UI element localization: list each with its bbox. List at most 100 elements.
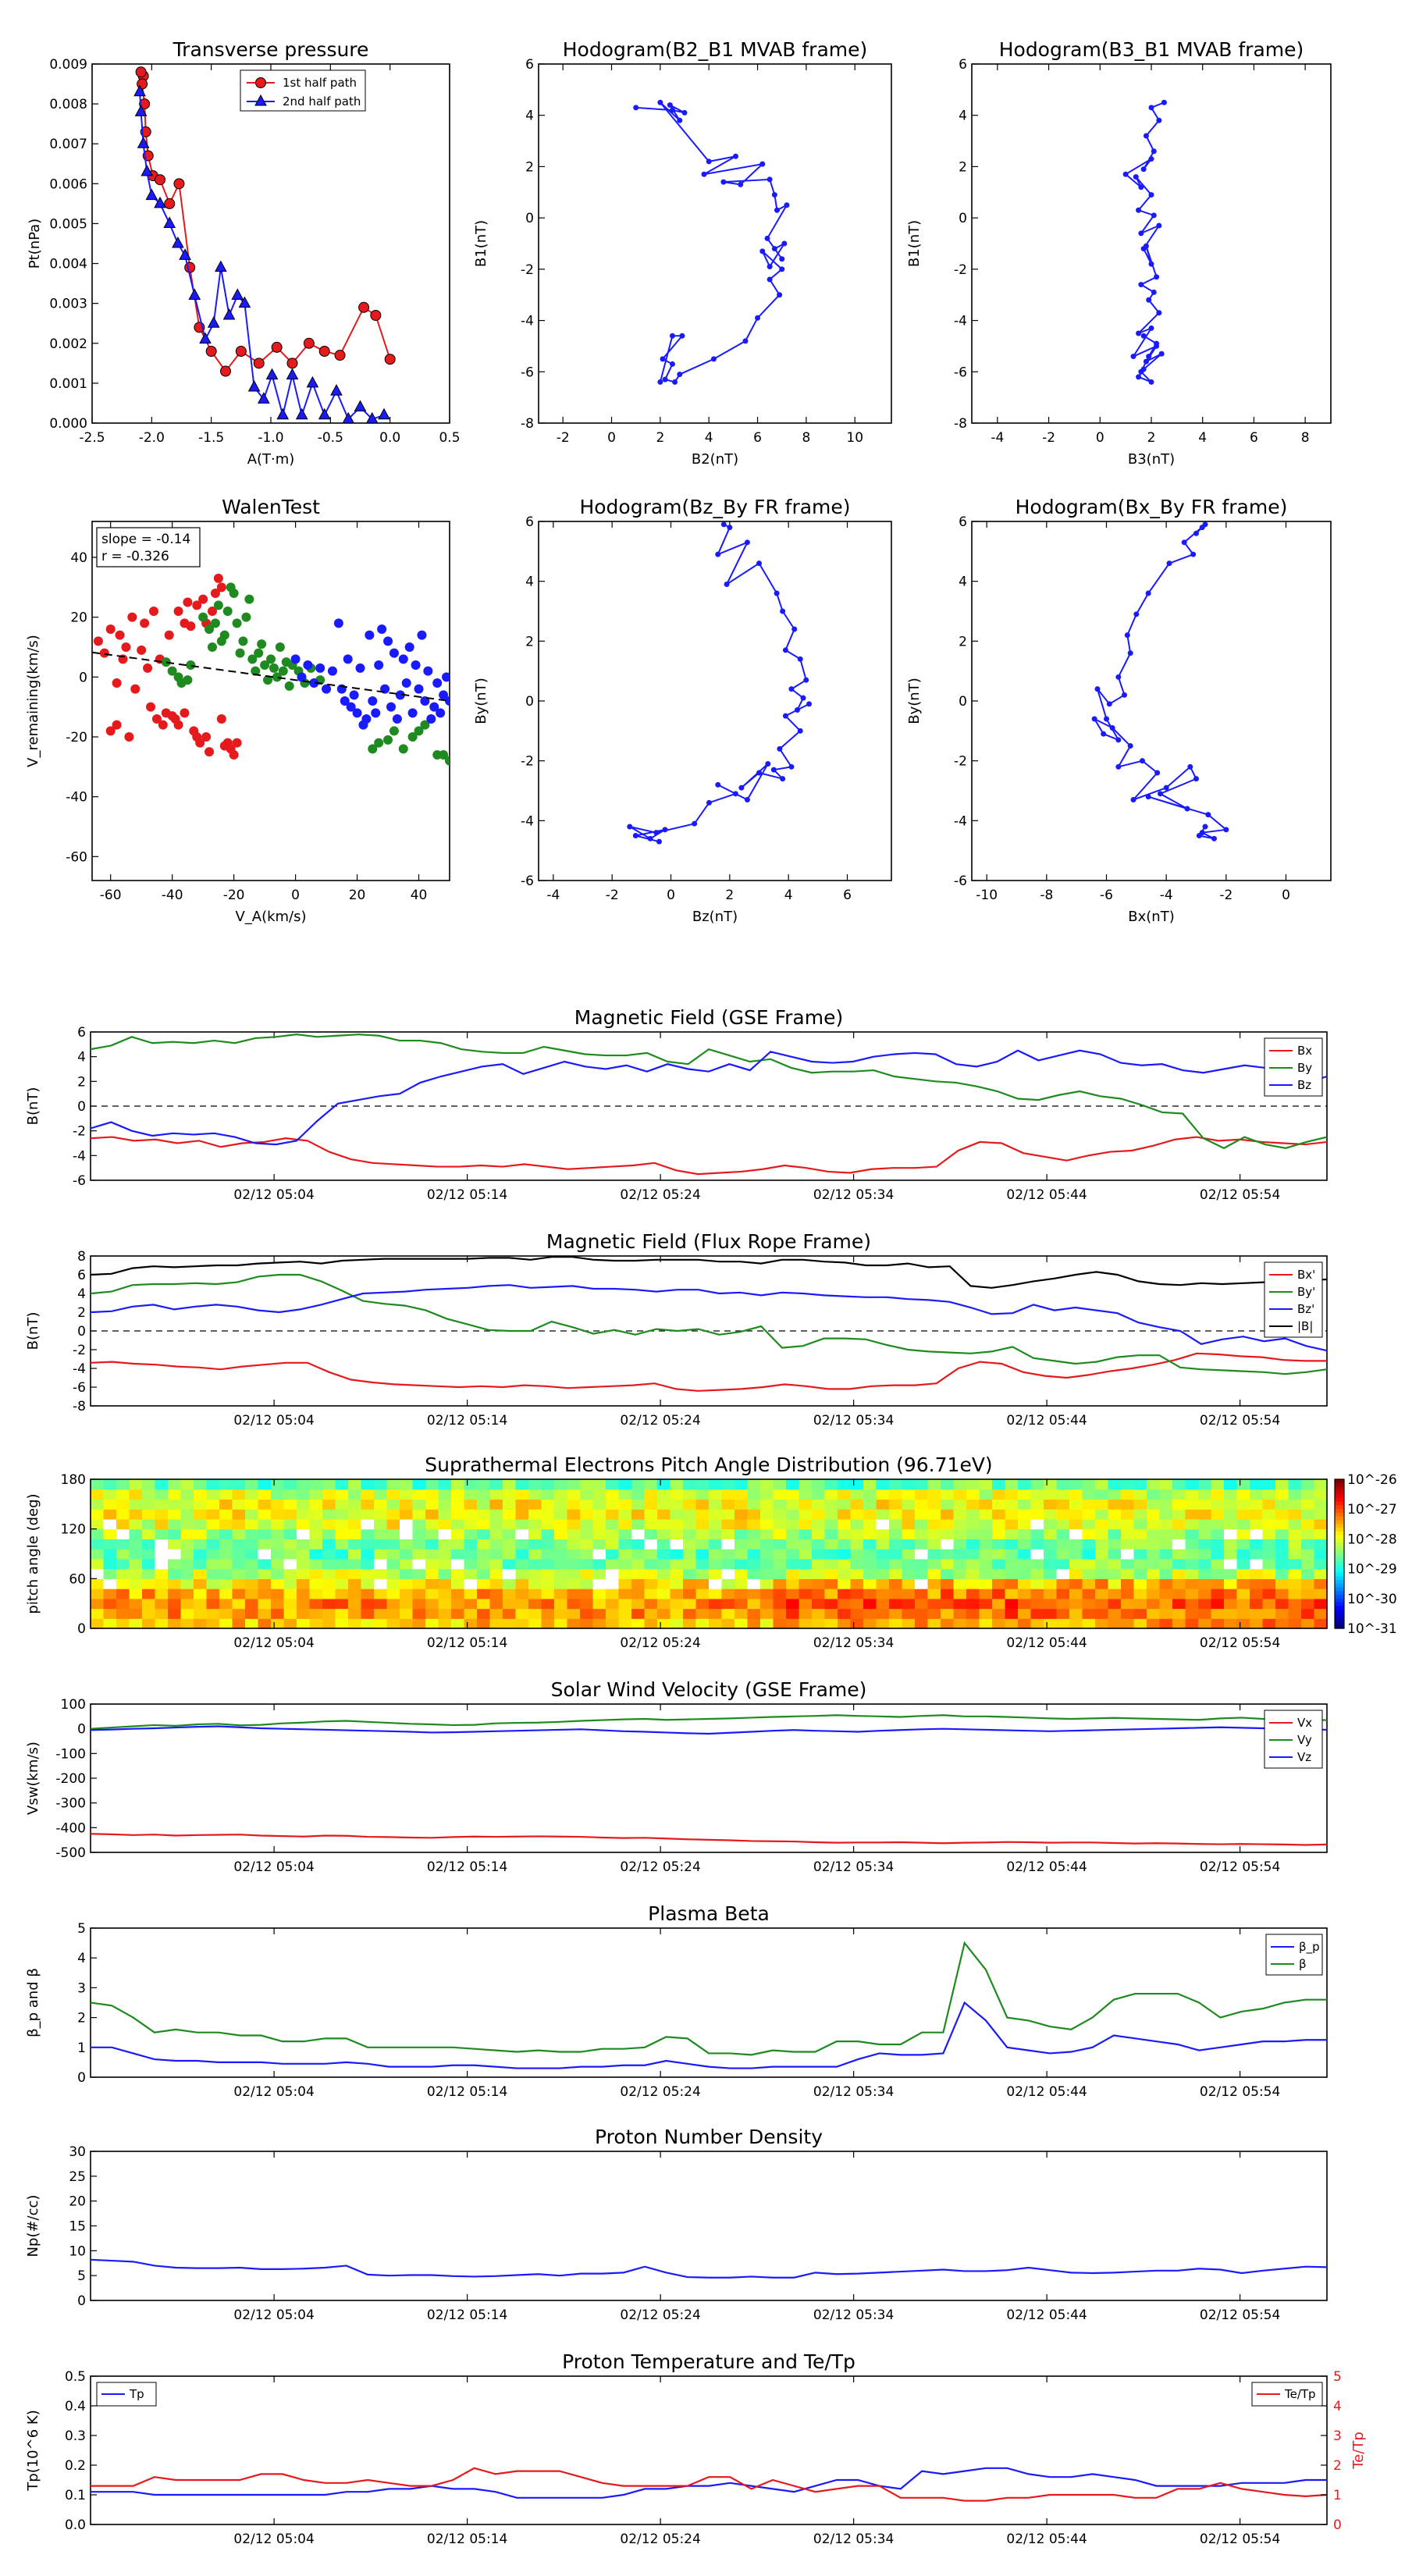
pad-cell [489, 1608, 503, 1619]
pad-cell [592, 1578, 606, 1589]
pad-cell [606, 1479, 620, 1490]
pad-cell [1121, 1489, 1135, 1500]
pad-cell [297, 1489, 311, 1500]
pad-cell [1159, 1528, 1173, 1539]
pad-cell [606, 1549, 620, 1560]
pad-cell [631, 1589, 646, 1599]
pad-cell [1288, 1509, 1302, 1520]
pad-cell [297, 1608, 311, 1619]
pad-cell [709, 1489, 723, 1500]
pad-cell [142, 1499, 156, 1510]
pad-cell [1288, 1518, 1302, 1530]
bfr-legend-label: Bz' [1297, 1302, 1314, 1316]
pressure-point [330, 384, 343, 396]
pad-cell [850, 1518, 864, 1530]
hodo_b2b1-point [771, 246, 777, 252]
pad-cell [1262, 1518, 1276, 1530]
tp-ytick-label: 4 [1333, 2399, 1342, 2414]
pad-cell [91, 1528, 105, 1539]
pad-colorbar-cell [1335, 1509, 1344, 1514]
np-series-line [91, 2258, 1327, 2279]
hodo_b2b1-point [759, 248, 766, 254]
pad-cell [747, 1598, 761, 1610]
pad-cell [116, 1528, 130, 1539]
pad-cell [1198, 1568, 1212, 1579]
pad-cell [1236, 1618, 1250, 1629]
pad-cell [1172, 1539, 1186, 1550]
pad-cell [1005, 1578, 1019, 1589]
pad-cell [103, 1518, 117, 1530]
hodo_bzby-point [777, 745, 783, 752]
pad-cell [412, 1558, 426, 1570]
tp-time-label: 02/12 05:34 [813, 2532, 894, 2547]
pad-cell [1056, 1549, 1070, 1560]
hodo_bzby-point [782, 713, 788, 719]
pressure-point [145, 188, 158, 201]
pad-cell [400, 1558, 414, 1570]
pad-cell [927, 1518, 941, 1530]
pressure-point [306, 375, 319, 388]
pad-cell [400, 1539, 414, 1550]
pad-cell [670, 1608, 684, 1619]
walen-point [183, 675, 193, 685]
pad-cell [709, 1539, 723, 1550]
pad-cell [1236, 1509, 1250, 1520]
pad-cell [361, 1518, 375, 1530]
np-ytick-label: 5 [77, 2268, 86, 2284]
pad-cell [1211, 1589, 1225, 1599]
pad-cell [1198, 1509, 1212, 1520]
pad-cell [258, 1528, 272, 1539]
pad-cell [992, 1618, 1006, 1629]
pad-cell [361, 1489, 375, 1500]
pad-cell [1069, 1539, 1083, 1550]
walen-point [180, 708, 190, 718]
vsw-time-label: 02/12 05:54 [1200, 1859, 1280, 1875]
pad-cell [194, 1618, 208, 1629]
pad-cell [438, 1618, 452, 1629]
pad-cell [1056, 1608, 1070, 1619]
pad-cell [219, 1479, 233, 1490]
walen-ytick-label: -40 [66, 790, 87, 806]
pad-cell [1262, 1479, 1276, 1490]
pad-cell [966, 1589, 980, 1599]
pad-cell [297, 1598, 311, 1610]
pad-cell [1236, 1479, 1250, 1490]
pad-cell [876, 1608, 890, 1619]
pad-cell [232, 1509, 246, 1520]
pad-cell [1211, 1539, 1225, 1550]
walen-fit-line [92, 651, 450, 702]
pad-cell [503, 1558, 517, 1570]
pad-cell [812, 1549, 826, 1560]
pad-cell [271, 1578, 285, 1589]
pad-cell [554, 1558, 568, 1570]
pad-cell [850, 1578, 864, 1589]
pad-cell [606, 1608, 620, 1619]
pad-cell [1185, 1479, 1199, 1490]
pad-cell [786, 1539, 800, 1550]
pad-cell [824, 1578, 838, 1589]
pad-cell [425, 1589, 439, 1599]
hodo_b3b1-point [1140, 333, 1147, 339]
pad-cell [1147, 1608, 1161, 1619]
pad-colorbar-cell [1335, 1624, 1344, 1629]
pad-cell [812, 1528, 826, 1539]
pad-cell [644, 1518, 658, 1530]
hodo_bzby-point [774, 590, 780, 596]
pad-cell [1250, 1539, 1264, 1550]
pad-cell [91, 1568, 105, 1579]
hodo_b3b1-point [1148, 192, 1154, 198]
pad-cell [477, 1589, 491, 1599]
pad-cell [1314, 1578, 1328, 1589]
pad-cell [966, 1489, 980, 1500]
chart-magnetic-field-gse: Magnetic Field (GSE Frame)02/12 05:04 02/… [25, 1006, 1328, 1203]
walen-point [333, 618, 343, 628]
pad-cell [1198, 1528, 1212, 1539]
pad-cell [606, 1618, 620, 1629]
pad-cell [876, 1578, 890, 1589]
walen-point [213, 573, 223, 583]
pad-cell [695, 1618, 710, 1629]
pad-cell [116, 1489, 130, 1500]
hodo_b2b1-point [767, 276, 773, 283]
pad-cell [1056, 1618, 1070, 1629]
pad-cell [541, 1578, 555, 1589]
